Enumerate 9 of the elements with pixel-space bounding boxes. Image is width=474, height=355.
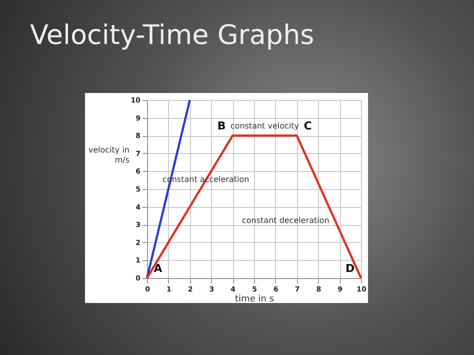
annotation: D xyxy=(345,262,355,275)
annotation: A xyxy=(154,262,163,275)
annotation: constant velocity xyxy=(230,122,300,131)
annotation: C xyxy=(304,120,312,133)
annotation: B xyxy=(217,120,226,133)
x-axis-title: time in s xyxy=(235,294,274,304)
y-axis-title: velocity in m/s xyxy=(88,146,130,164)
annotation: constant deceleration xyxy=(242,216,330,226)
chart-title: Velocity-Time Graphs xyxy=(30,20,314,51)
